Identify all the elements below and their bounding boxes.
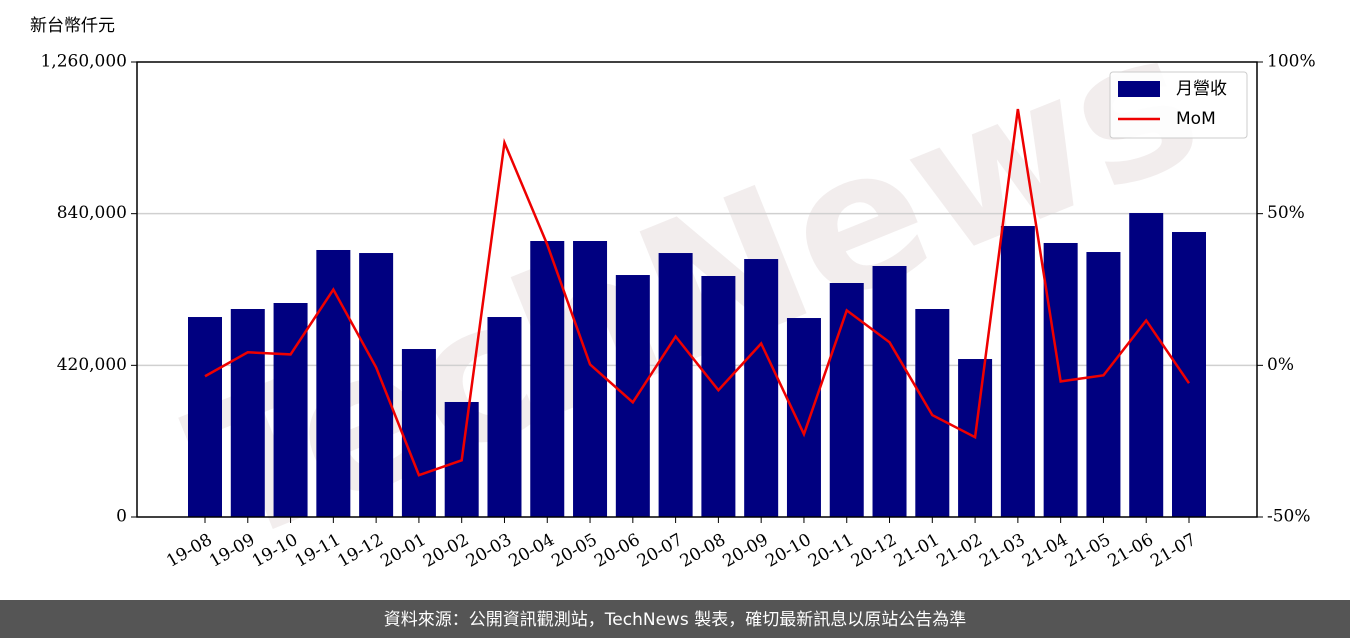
- bar: [359, 253, 394, 517]
- x-tick-label: 20-12: [848, 530, 900, 572]
- y-tick-label: 840,000: [57, 203, 127, 223]
- x-tick-label: 21-05: [1062, 530, 1114, 572]
- x-tick-label: 21-02: [933, 530, 985, 572]
- bar: [615, 275, 650, 517]
- y-tick-label: 420,000: [57, 355, 127, 375]
- x-tick-label: 21-03: [976, 530, 1028, 572]
- x-tick-label: 20-09: [719, 530, 771, 572]
- bar: [1129, 213, 1164, 517]
- y2-tick-label: 100%: [1267, 52, 1316, 72]
- x-tick-label: 20-10: [762, 530, 814, 572]
- y2-tick-label: 0%: [1267, 355, 1294, 375]
- x-tick-label: 20-04: [506, 530, 558, 572]
- x-tick-label: 21-04: [1019, 530, 1071, 572]
- bar: [573, 241, 608, 517]
- x-tick-label: 20-05: [548, 530, 600, 572]
- y-tick-label: 0: [116, 507, 127, 527]
- bar: [487, 317, 522, 517]
- bar: [230, 309, 265, 517]
- y2-tick-label: -50%: [1267, 507, 1311, 527]
- footer-bar: [0, 600, 1350, 638]
- y-axis-label: 新台幣仟元: [30, 16, 115, 36]
- x-tick-label: 20-02: [420, 530, 472, 572]
- bar: [786, 318, 821, 517]
- bar: [1172, 232, 1206, 517]
- x-tick-label: 20-01: [377, 530, 429, 572]
- x-tick-label: 20-11: [805, 530, 857, 572]
- y-tick-label: 1,260,000: [40, 52, 127, 72]
- x-tick-label: 20-06: [591, 530, 643, 572]
- x-tick-label: 21-07: [1147, 530, 1199, 572]
- y2-tick-label: 50%: [1267, 203, 1305, 223]
- legend-swatch: [1118, 81, 1160, 97]
- bar: [1000, 226, 1035, 517]
- bar: [1086, 252, 1121, 517]
- x-tick-label: 20-03: [463, 530, 515, 572]
- bar: [188, 317, 222, 517]
- legend-label: MoM: [1176, 109, 1216, 129]
- bar: [401, 349, 436, 517]
- x-tick-label: 20-08: [677, 530, 729, 572]
- bar: [701, 275, 736, 517]
- legend-label: 月營收: [1176, 79, 1227, 99]
- x-tick-label: 20-07: [634, 530, 686, 572]
- bar: [872, 265, 907, 517]
- bar: [829, 283, 864, 517]
- plot-frame: [136, 61, 1258, 518]
- x-tick-label: 21-01: [891, 530, 943, 572]
- footer: 資料來源：公開資訊觀測站，TechNews 製表，確切最新訊息以原站公告為準: [384, 610, 966, 630]
- bar: [530, 241, 565, 517]
- x-tick-label: 19-08: [163, 530, 215, 572]
- bar: [658, 253, 693, 517]
- line: [204, 108, 1191, 477]
- x-tick-label: 21-06: [1105, 530, 1157, 572]
- bar: [744, 259, 779, 517]
- bar: [316, 249, 351, 517]
